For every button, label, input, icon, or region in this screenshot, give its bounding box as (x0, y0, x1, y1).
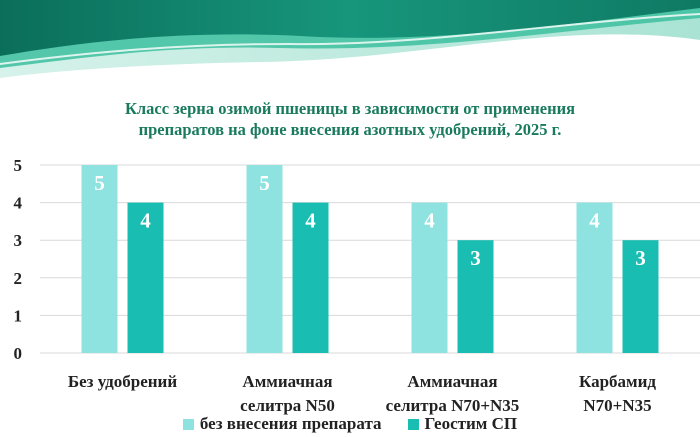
chart-title-line-1: Класс зерна озимой пшеницы в зависимости… (124, 99, 576, 118)
x-tick-label: селитра N70+N35 (386, 396, 520, 415)
chart-title-line-2: препаратов на фоне внесения азотных удоб… (138, 120, 562, 139)
legend-label-series-2: Геостим СП (424, 414, 518, 433)
data-label: 5 (259, 171, 270, 195)
y-tick-label: 4 (14, 194, 23, 213)
data-label: 4 (305, 209, 316, 233)
legend-swatch-series-1 (182, 418, 194, 430)
x-tick-label: Карбамид (579, 372, 656, 391)
y-tick-label: 1 (14, 306, 23, 325)
chart-title: Класс зерна озимой пшеницы в зависимости… (0, 98, 700, 140)
bar (576, 202, 613, 353)
x-tick-label: N70+N35 (583, 396, 651, 415)
y-tick-label: 5 (14, 156, 23, 175)
data-label: 5 (94, 171, 105, 195)
bar (127, 202, 164, 353)
bar (622, 240, 659, 353)
x-tick-label: селитра N50 (240, 396, 335, 415)
data-label: 3 (470, 246, 481, 270)
bar (246, 165, 283, 353)
x-tick-label: Без удобрений (68, 372, 177, 391)
y-tick-label: 3 (14, 231, 23, 250)
data-label: 4 (589, 209, 600, 233)
data-label: 4 (424, 209, 435, 233)
legend-item-series-1: без внесения препарата (182, 414, 382, 434)
bar (292, 202, 329, 353)
legend-swatch-series-2 (407, 418, 419, 430)
data-label: 3 (635, 246, 646, 270)
legend-label-series-1: без внесения препарата (199, 414, 382, 433)
bar (457, 240, 494, 353)
chart-legend: без внесения препарата Геостим СП (0, 413, 700, 435)
x-tick-label: Аммиачная (242, 372, 332, 391)
banner-wave-dark (0, 0, 700, 56)
data-label: 4 (140, 209, 151, 233)
decorative-wave-banner (0, 0, 700, 78)
y-tick-label: 2 (14, 269, 23, 288)
y-tick-label: 0 (14, 344, 23, 363)
banner-wave-highlight (0, 13, 700, 65)
bar (81, 165, 118, 353)
legend-item-series-2: Геостим СП (407, 414, 518, 434)
x-tick-label: Аммиачная (407, 372, 497, 391)
bar (411, 202, 448, 353)
